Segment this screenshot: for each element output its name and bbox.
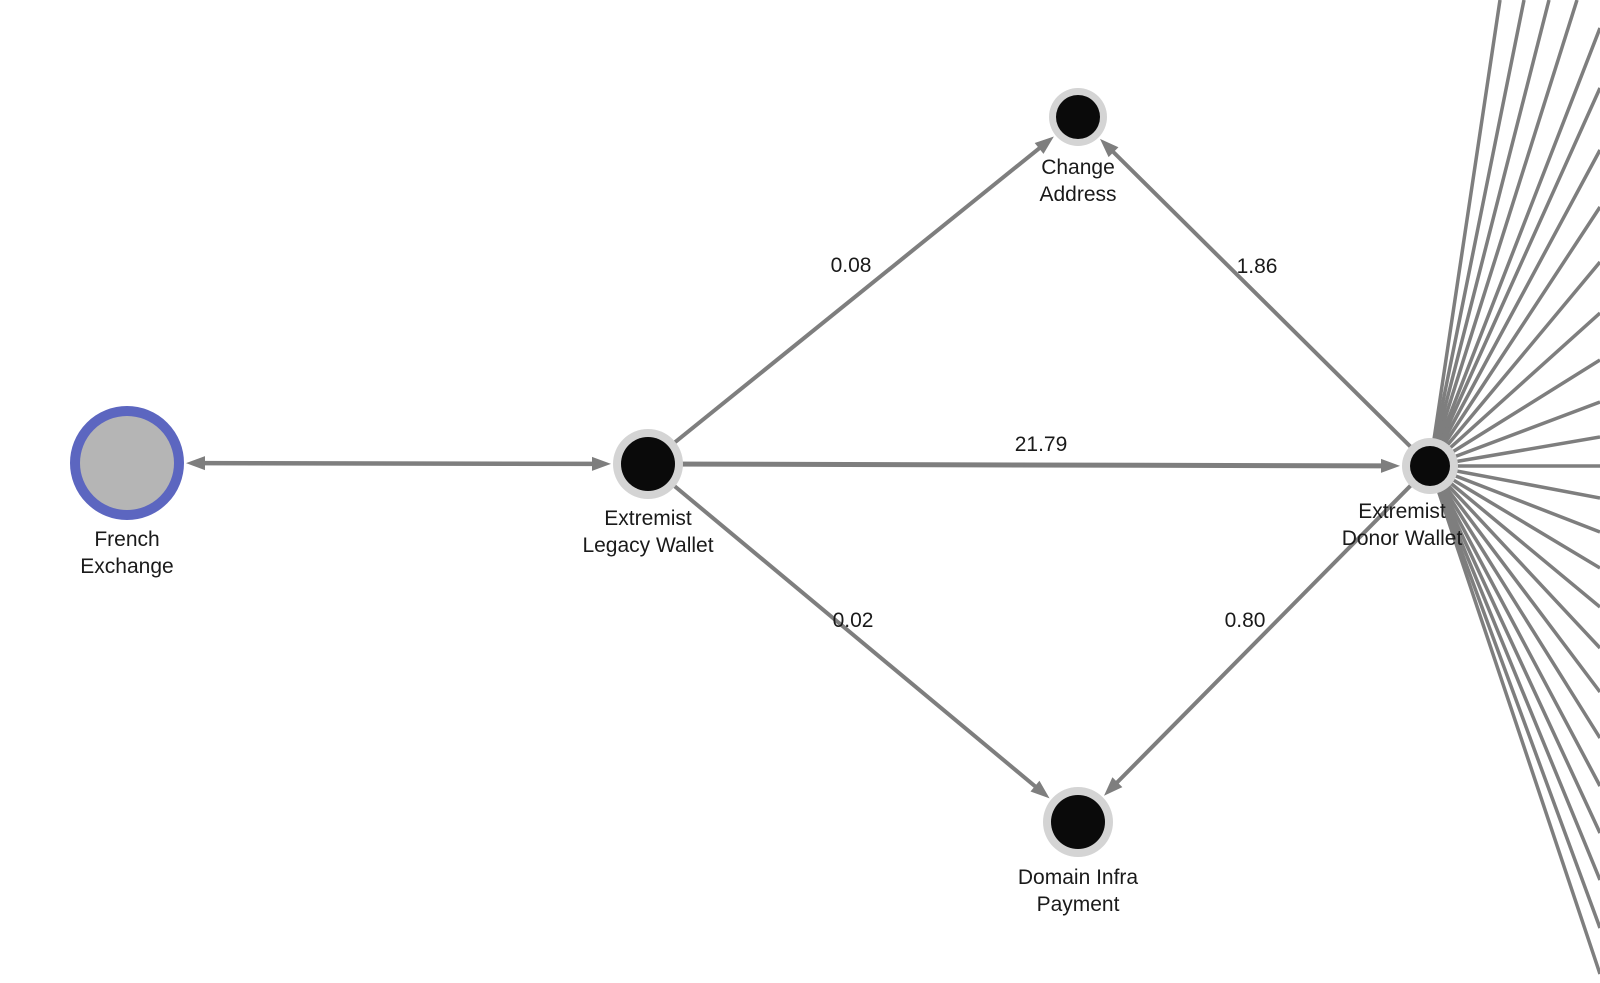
fan-edge[interactable]: [1429, 400, 1600, 468]
edge-extremist-donor-wallet-to-domain-infra-payment[interactable]: [1113, 464, 1432, 787]
fan-edge[interactable]: [1428, 27, 1600, 467]
fan-edge[interactable]: [1428, 464, 1600, 650]
edge-extremist-donor-wallet-to-change-address[interactable]: [1109, 147, 1432, 468]
node-core[interactable]: [1056, 95, 1100, 139]
fan-edge[interactable]: [1428, 260, 1600, 468]
node-core[interactable]: [1410, 446, 1450, 486]
node-extremist-legacy-wallet[interactable]: [613, 429, 683, 499]
edge-extremist-legacy-wallet-to-domain-infra-payment[interactable]: [646, 462, 1040, 791]
arrowhead: [1030, 780, 1050, 799]
fan-edge[interactable]: [1428, 149, 1600, 467]
fan-edge[interactable]: [1428, 465, 1600, 975]
fan-edge[interactable]: [1428, 0, 1579, 467]
edge-extremist-legacy-wallet-to-french-exchange[interactable]: [200, 460, 597, 467]
arrowhead: [1380, 458, 1401, 473]
fan-edge[interactable]: [1428, 465, 1600, 834]
fan-edge[interactable]: [1428, 87, 1600, 467]
node-core[interactable]: [1051, 795, 1105, 849]
fan-edge[interactable]: [1429, 358, 1600, 468]
fan-edge[interactable]: [1428, 0, 1551, 467]
fan-edge[interactable]: [1428, 464, 1600, 694]
arrowhead: [1104, 777, 1123, 796]
fan-edge[interactable]: [1429, 464, 1600, 570]
edge-extremist-legacy-wallet-to-extremist-donor-wallet[interactable]: [647, 461, 1386, 469]
fan-edge[interactable]: [1428, 0, 1526, 467]
arrowhead: [1034, 136, 1054, 154]
node-core[interactable]: [621, 437, 675, 491]
fan-edge[interactable]: [1429, 464, 1600, 500]
fan-edge[interactable]: [1428, 465, 1600, 881]
node-french-exchange[interactable]: [70, 406, 184, 520]
fan-edge[interactable]: [1428, 465, 1600, 929]
fan-edge[interactable]: [1428, 465, 1600, 739]
arrowhead: [1100, 138, 1119, 158]
node-extremist-donor-wallet[interactable]: [1402, 438, 1458, 494]
edge-extremist-legacy-wallet-to-change-address[interactable]: [646, 144, 1044, 466]
node-domain-infra-payment[interactable]: [1043, 787, 1113, 857]
fan-edge[interactable]: [1429, 464, 1600, 534]
fan-edge[interactable]: [1428, 465, 1600, 787]
fan-edge[interactable]: [1429, 435, 1600, 468]
fan-edge[interactable]: [1428, 311, 1600, 468]
fan-edge[interactable]: [1428, 464, 1600, 609]
arrowhead: [591, 456, 612, 471]
node-change-address[interactable]: [1049, 88, 1107, 146]
fan-edge[interactable]: [1428, 206, 1600, 467]
arrowhead: [185, 456, 206, 471]
exchange-node-circle[interactable]: [70, 406, 184, 520]
fan-edge[interactable]: [1428, 0, 1502, 467]
